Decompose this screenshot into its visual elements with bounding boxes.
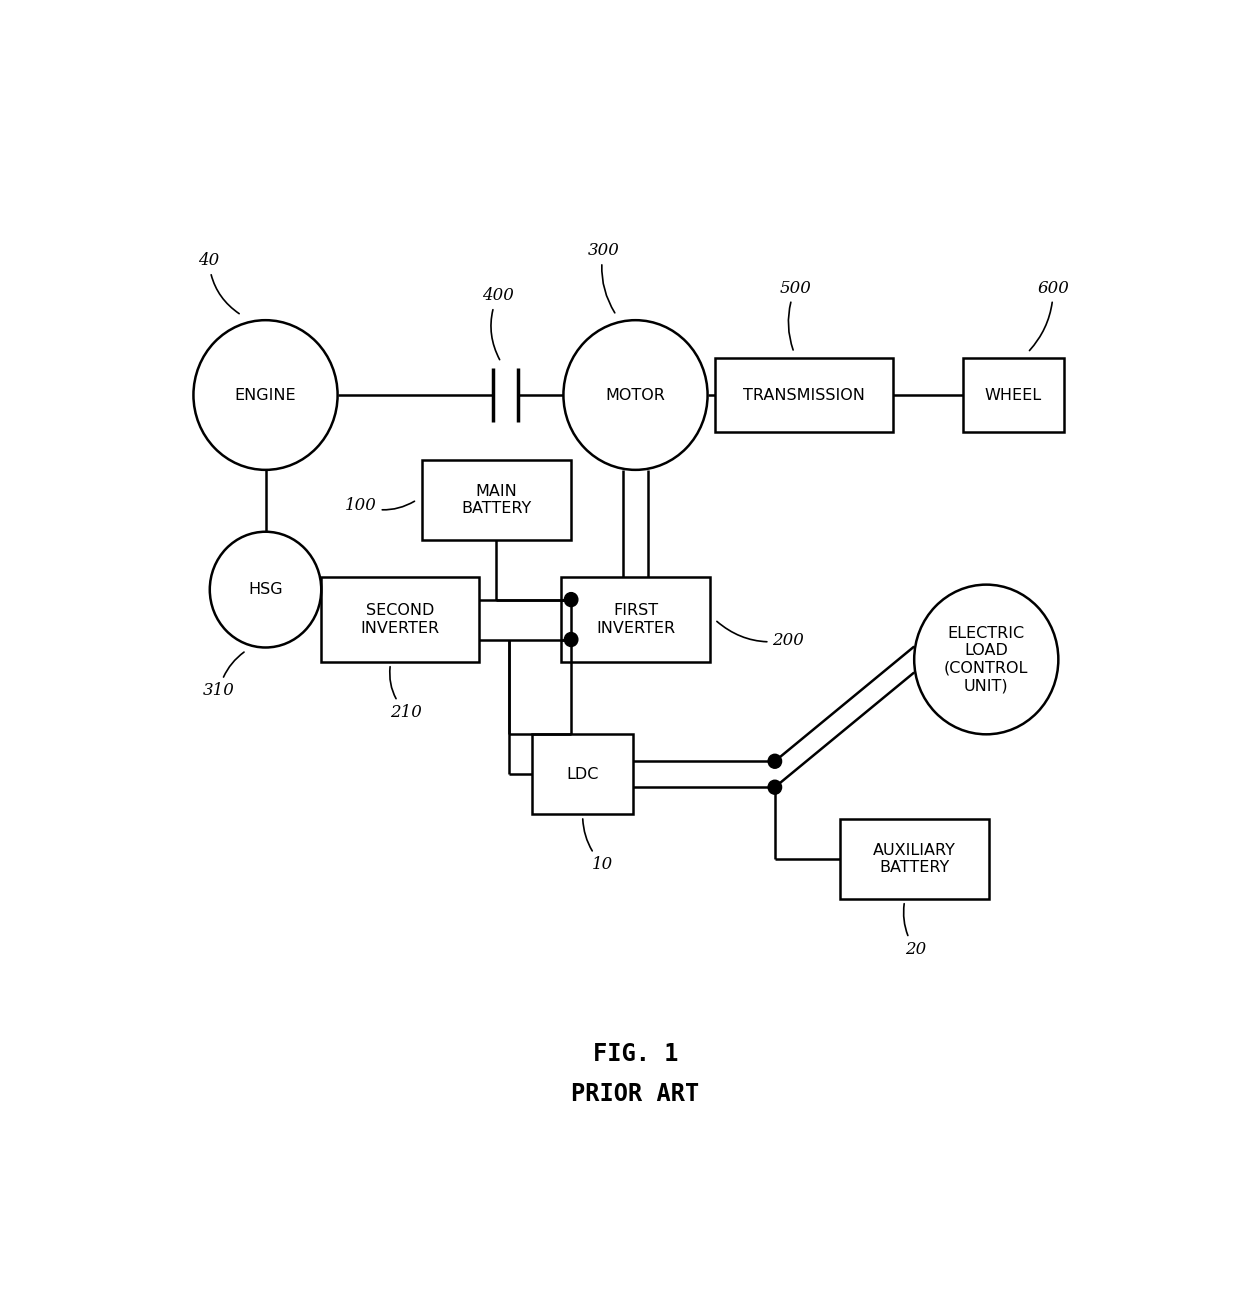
Text: WHEEL: WHEEL: [985, 388, 1042, 403]
Text: 40: 40: [198, 253, 239, 314]
Bar: [321, 577, 480, 662]
Text: MOTOR: MOTOR: [605, 388, 666, 403]
Circle shape: [564, 592, 578, 607]
Text: 10: 10: [583, 819, 614, 874]
Circle shape: [564, 632, 578, 647]
Circle shape: [768, 780, 781, 794]
Text: HSG: HSG: [248, 582, 283, 597]
Text: AUXILIARY
BATTERY: AUXILIARY BATTERY: [873, 842, 956, 875]
Text: 200: 200: [717, 621, 805, 648]
Text: ENGINE: ENGINE: [234, 388, 296, 403]
Text: FIRST
INVERTER: FIRST INVERTER: [596, 604, 675, 636]
Circle shape: [768, 754, 781, 769]
Text: LDC: LDC: [567, 767, 599, 781]
Text: 500: 500: [780, 280, 811, 350]
Bar: [560, 577, 711, 662]
Text: ELECTRIC
LOAD
(CONTROL
UNIT): ELECTRIC LOAD (CONTROL UNIT): [944, 626, 1028, 693]
Bar: [839, 819, 988, 899]
Text: 310: 310: [203, 652, 244, 700]
Bar: [422, 460, 570, 539]
Text: PRIOR ART: PRIOR ART: [572, 1082, 699, 1105]
Text: 300: 300: [588, 242, 619, 312]
Text: SECOND
INVERTER: SECOND INVERTER: [361, 604, 440, 636]
Bar: [532, 735, 634, 814]
Text: 400: 400: [481, 288, 513, 360]
Text: 20: 20: [904, 903, 926, 958]
Text: MAIN
BATTERY: MAIN BATTERY: [461, 483, 531, 516]
Bar: [714, 358, 893, 433]
Text: 600: 600: [1029, 280, 1069, 350]
Text: TRANSMISSION: TRANSMISSION: [743, 388, 864, 403]
Text: FIG. 1: FIG. 1: [593, 1042, 678, 1065]
Text: 100: 100: [345, 496, 414, 513]
Bar: [962, 358, 1064, 433]
Text: 210: 210: [389, 666, 423, 721]
